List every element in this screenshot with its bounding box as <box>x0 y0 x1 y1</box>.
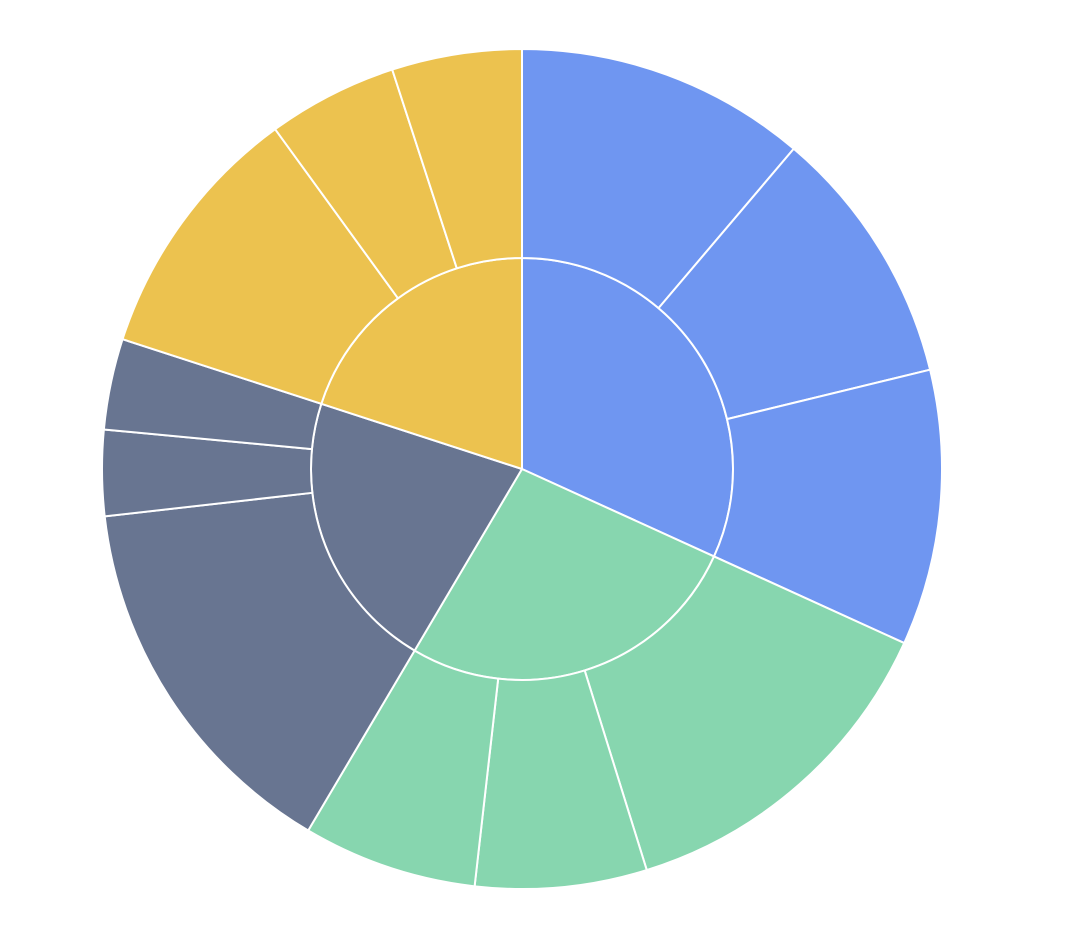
outer-ring <box>101 48 943 890</box>
outer-segment-4-1 <box>121 128 399 405</box>
outer-segment-1-1 <box>521 48 795 310</box>
inner-ring <box>310 257 734 681</box>
outer-segment-3-1 <box>103 491 416 832</box>
outer-segment-4-3 <box>391 48 523 270</box>
outer-segment-2-1 <box>583 555 906 872</box>
outer-segment-1-2 <box>657 147 932 421</box>
outer-segment-1-3 <box>713 368 943 645</box>
